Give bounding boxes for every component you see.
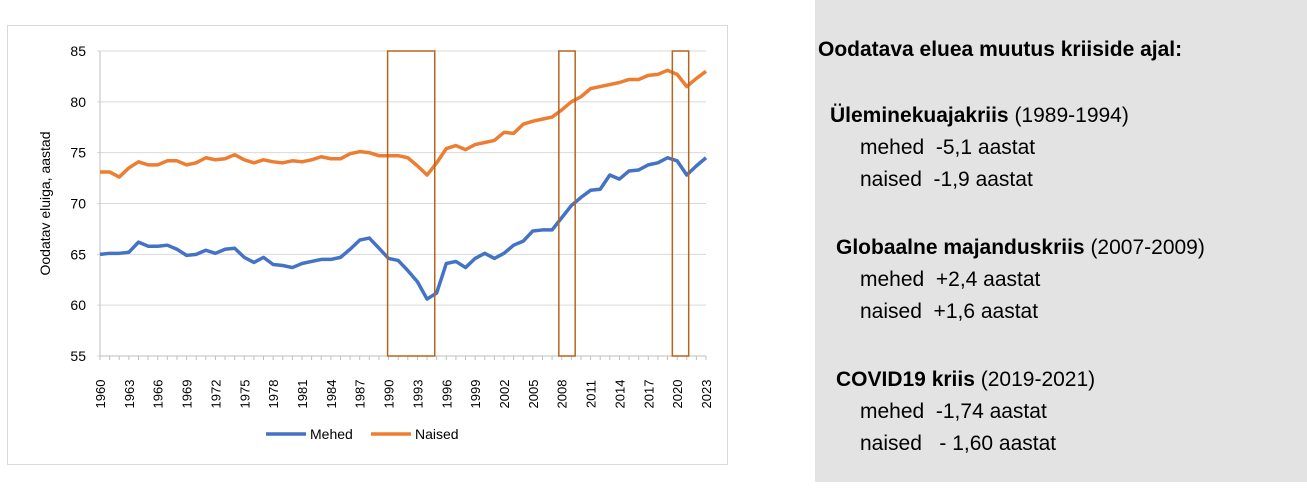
series-line-naised — [100, 68, 708, 179]
y-tick-label: 80 — [70, 94, 86, 110]
life-expectancy-chart: 55 60 65 70 75 80 85 1960 1963 1966 1969 1972 1975 19… — [37, 43, 714, 442]
crisis-years: (1989-1994) — [1014, 104, 1129, 127]
y-axis-label: Oodatav eluiga, aastad — [37, 132, 53, 276]
crisis-name: Globaalne majanduskriis — [836, 236, 1085, 259]
x-tick-label: 1990 — [382, 380, 397, 409]
x-tick-label: 2017 — [641, 380, 656, 409]
women-change: naised +1,6 aastat — [860, 300, 1039, 323]
y-tick-label: 55 — [70, 348, 86, 364]
x-tick-label: 1960 — [93, 380, 108, 409]
crisis-years: (2007-2009) — [1090, 236, 1205, 259]
men-change: mehed +2,4 aastat — [860, 268, 1041, 291]
x-tick-label: 2002 — [497, 380, 512, 409]
series-line-mehed — [99, 156, 708, 301]
x-tick-label: 2011 — [584, 380, 599, 408]
x-tick-label: 1975 — [237, 380, 252, 409]
x-tick-label: 1978 — [266, 380, 281, 409]
crisis-covid: COVID19 kriis (2019-2021) mehed -1,74 aa… — [836, 364, 1095, 460]
legend-label: Naised — [415, 426, 459, 442]
men-change: mehed -5,1 aastat — [860, 136, 1036, 159]
x-tick-label: 2020 — [670, 380, 685, 409]
crisis-highlight-box — [558, 50, 576, 357]
crisis-highlight-box — [386, 50, 436, 357]
y-tick-label: 85 — [70, 43, 86, 59]
x-tick-label: 2008 — [555, 380, 570, 409]
x-tick-label: 1972 — [208, 380, 223, 409]
legend-label: Mehed — [310, 426, 353, 442]
y-tick-label: 70 — [70, 196, 86, 212]
y-tick-label: 60 — [70, 297, 86, 313]
x-tick-label: 1981 — [295, 380, 310, 409]
women-change: naised -1,9 aastat — [860, 168, 1033, 191]
crisis-highlight-box — [671, 50, 690, 357]
y-tick-label: 65 — [70, 246, 86, 262]
y-tick-label: 75 — [70, 145, 86, 161]
x-tick-label: 1966 — [151, 380, 166, 409]
x-tick-label: 2023 — [699, 380, 714, 409]
panel-title: Oodatava eluea muutus kriiside ajal: — [818, 38, 1183, 61]
men-change: mehed -1,74 aastat — [860, 400, 1047, 423]
x-tick-label: 2005 — [526, 380, 541, 409]
x-tick-label: 1999 — [468, 380, 483, 409]
x-tick-label: 1987 — [353, 380, 368, 409]
crisis-name: COVID19 kriis — [836, 368, 975, 391]
x-tick-label: 1969 — [180, 380, 195, 409]
crisis-name: Üleminekuajakriis — [830, 104, 1009, 127]
x-tick-label: 2014 — [612, 380, 627, 409]
x-tick-label: 1984 — [324, 380, 339, 409]
x-tick-label: 1996 — [439, 380, 454, 409]
x-tick-label: 1963 — [122, 380, 137, 409]
crisis-summary-panel: Oodatava eluea muutus kriiside ajal: Üle… — [815, 0, 1307, 482]
women-change: naised - 1,60 aastat — [860, 432, 1057, 455]
crisis-years: (2019-2021) — [980, 368, 1096, 391]
chart-frame: 55 60 65 70 75 80 85 1960 1963 1966 1969 1972 1975 19… — [7, 25, 728, 465]
crisis-global: Globaalne majanduskriis (2007-2009) mehe… — [836, 232, 1205, 328]
crisis-transition: Üleminekuajakriis (1989-1994) mehed -5,1… — [830, 100, 1129, 196]
x-tick-label: 1993 — [410, 380, 425, 409]
